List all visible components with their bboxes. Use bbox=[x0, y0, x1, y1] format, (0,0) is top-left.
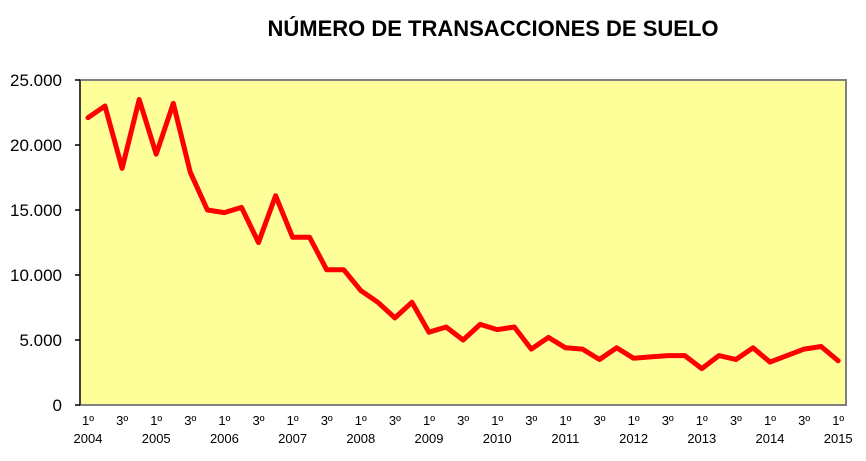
x-tick-year: 2015 bbox=[824, 431, 853, 446]
x-tick-year: 2013 bbox=[687, 431, 716, 446]
x-tick-quarter: 3º bbox=[594, 413, 606, 428]
x-tick-quarter: 3º bbox=[321, 413, 333, 428]
plot-area bbox=[79, 79, 847, 406]
x-tick-quarter: 1º bbox=[287, 413, 299, 428]
x-tick-quarter: 1º bbox=[832, 413, 844, 428]
x-tick-quarter: 1º bbox=[696, 413, 708, 428]
x-tick-year: 2014 bbox=[756, 431, 785, 446]
y-tick-label: 15.000 bbox=[10, 201, 62, 220]
x-tick-quarter: 1º bbox=[764, 413, 776, 428]
x-tick-quarter: 1º bbox=[218, 413, 230, 428]
x-tick-quarter: 3º bbox=[389, 413, 401, 428]
x-tick-quarter: 3º bbox=[184, 413, 196, 428]
y-tick-label: 10.000 bbox=[10, 266, 62, 285]
x-tick-year: 2008 bbox=[346, 431, 375, 446]
x-tick-year: 2006 bbox=[210, 431, 239, 446]
x-tick-quarter: 1º bbox=[150, 413, 162, 428]
x-tick-year: 2009 bbox=[415, 431, 444, 446]
x-tick-year: 2012 bbox=[619, 431, 648, 446]
x-tick-quarter: 1º bbox=[355, 413, 367, 428]
x-tick-quarter: 1º bbox=[628, 413, 640, 428]
x-tick-year: 2004 bbox=[74, 431, 103, 446]
x-tick-quarter: 3º bbox=[662, 413, 674, 428]
x-tick-quarter: 3º bbox=[253, 413, 265, 428]
x-tick-quarter: 3º bbox=[116, 413, 128, 428]
x-tick-quarter: 1º bbox=[491, 413, 503, 428]
y-tick-label: 5.000 bbox=[19, 331, 62, 350]
x-tick-year: 2005 bbox=[142, 431, 171, 446]
x-tick-quarter: 3º bbox=[525, 413, 537, 428]
x-tick-year: 2010 bbox=[483, 431, 512, 446]
y-tick-label: 25.000 bbox=[10, 71, 62, 90]
x-tick-quarter: 3º bbox=[798, 413, 810, 428]
x-tick-year: 2007 bbox=[278, 431, 307, 446]
x-tick-quarter: 1º bbox=[423, 413, 435, 428]
x-tick-quarter: 3º bbox=[730, 413, 742, 428]
x-tick-quarter: 1º bbox=[559, 413, 571, 428]
x-tick-quarter: 3º bbox=[457, 413, 469, 428]
y-tick-label: 20.000 bbox=[10, 136, 62, 155]
chart-title: NÚMERO DE TRANSACCIONES DE SUELO bbox=[267, 16, 719, 41]
x-tick-year: 2011 bbox=[551, 431, 579, 446]
y-tick-label: 0 bbox=[53, 396, 62, 415]
x-tick-quarter: 1º bbox=[82, 413, 94, 428]
